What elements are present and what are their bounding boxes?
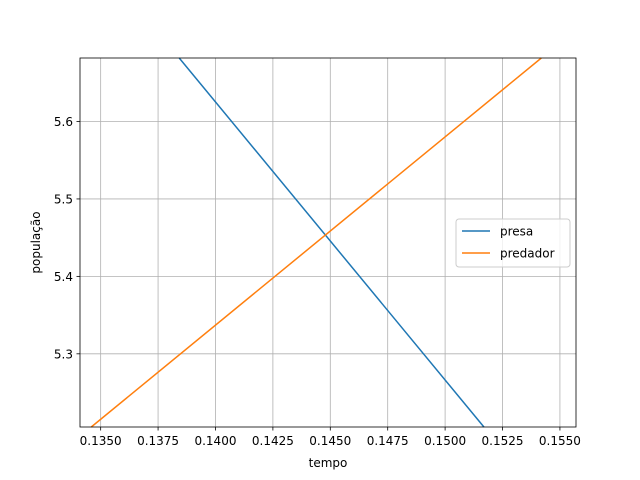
legend: presa predador	[455, 218, 571, 268]
x-tick-label: 0.1550	[539, 434, 581, 448]
y-tick-label: 5.3	[54, 347, 73, 361]
x-tick-label: 0.1425	[252, 434, 294, 448]
x-tick-label: 0.1500	[424, 434, 466, 448]
y-tick-label: 5.5	[54, 192, 73, 206]
y-tick-label: 5.6	[54, 115, 73, 129]
x-tick-label: 0.1450	[309, 434, 351, 448]
x-tick-label: 0.1475	[367, 434, 409, 448]
y-tick-label: 5.4	[54, 270, 73, 284]
y-axis-ticks: 5.3 5.4 5.5 5.6	[54, 115, 80, 361]
x-axis-ticks: 0.1350 0.1375 0.1400 0.1425 0.1450 0.1475 0.15…	[80, 427, 581, 448]
series-line-presa	[178, 57, 485, 428]
legend-label-predador: predador	[500, 247, 555, 261]
x-tick-label: 0.1350	[80, 434, 122, 448]
x-tick-label: 0.1375	[137, 434, 179, 448]
x-axis-label: tempo	[309, 456, 348, 470]
series-line-predador	[90, 57, 542, 428]
grid	[80, 58, 576, 427]
legend-label-presa: presa	[500, 225, 533, 239]
x-tick-label: 0.1525	[482, 434, 524, 448]
plot-frame	[79, 57, 577, 428]
y-axis-label: população	[29, 211, 43, 273]
series-lines	[90, 57, 542, 428]
x-tick-label: 0.1400	[194, 434, 236, 448]
